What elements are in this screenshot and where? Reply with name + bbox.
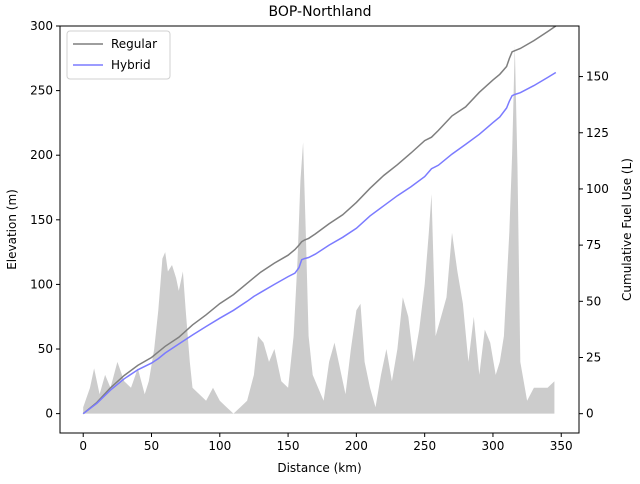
x-tick-label: 300 <box>482 439 505 453</box>
y2-tick-label: 150 <box>586 70 609 84</box>
legend-label-regular: Regular <box>111 37 157 51</box>
x-tick-label: 100 <box>208 439 231 453</box>
elevation-area <box>83 45 555 414</box>
y2-tick-label: 100 <box>586 182 609 196</box>
elevation-area-layer <box>83 45 555 414</box>
y2-tick-label: 25 <box>586 350 601 364</box>
x-axis: 0 50 100 150 200 250 300 350 <box>79 433 573 453</box>
x-tick-label: 50 <box>144 439 159 453</box>
series-line-hybrid <box>82 71 557 415</box>
x-tick-label: 0 <box>79 439 87 453</box>
y-tick-label: 300 <box>30 19 53 33</box>
y-axis-right: 0 25 50 75 100 125 150 <box>579 70 609 421</box>
plot-frame <box>59 25 580 434</box>
y2-axis-label: Cumulative Fuel Use (L) <box>620 158 634 301</box>
y-tick-label: 200 <box>30 148 53 162</box>
y-tick-label: 150 <box>30 213 53 227</box>
series-line-regular <box>82 25 557 415</box>
chart-title: BOP-Northland <box>269 4 372 20</box>
y-axis-left: 0 50 100 150 200 250 300 <box>30 19 60 421</box>
y2-tick-label: 50 <box>586 294 601 308</box>
y2-tick-label: 0 <box>586 407 594 421</box>
legend-box <box>66 30 171 80</box>
x-tick-label: 200 <box>345 439 368 453</box>
x-tick-label: 150 <box>277 439 300 453</box>
y-tick-label: 50 <box>38 342 53 356</box>
x-tick-label: 350 <box>550 439 573 453</box>
series-layer <box>82 25 557 415</box>
x-tick-label: 250 <box>413 439 436 453</box>
y-tick-label: 0 <box>45 407 53 421</box>
y-tick-label: 100 <box>30 277 53 291</box>
y-tick-label: 250 <box>30 84 53 98</box>
x-axis-label: Distance (km) <box>277 461 361 475</box>
y2-tick-label: 125 <box>586 126 609 140</box>
y2-tick-label: 75 <box>586 238 601 252</box>
legend: Regular Hybrid <box>66 30 171 80</box>
legend-label-hybrid: Hybrid <box>111 58 151 72</box>
y-axis-label: Elevation (m) <box>5 189 19 270</box>
